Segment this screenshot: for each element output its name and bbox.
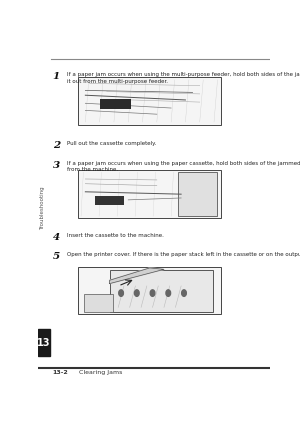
Text: If a paper jam occurs when using the multi-purpose feeder, hold both sides of th: If a paper jam occurs when using the mul… xyxy=(67,72,300,84)
Circle shape xyxy=(182,290,186,296)
Text: 13: 13 xyxy=(37,337,51,348)
Bar xyxy=(95,196,124,204)
Text: Pull out the cassette completely.: Pull out the cassette completely. xyxy=(67,141,157,146)
Text: If a paper jam occurs when using the paper cassette, hold both sides of the jamm: If a paper jam occurs when using the pap… xyxy=(67,161,300,172)
Bar xyxy=(100,99,131,110)
Text: 3: 3 xyxy=(52,161,60,170)
Circle shape xyxy=(134,290,139,296)
Circle shape xyxy=(150,290,155,296)
Bar xyxy=(178,172,217,216)
Text: Open the printer cover. If there is the paper stack left in the cassette or on t: Open the printer cover. If there is the … xyxy=(67,252,300,257)
Text: 1: 1 xyxy=(52,72,60,81)
Bar xyxy=(78,170,221,218)
Circle shape xyxy=(119,290,123,296)
Text: 4: 4 xyxy=(52,232,60,242)
Polygon shape xyxy=(110,268,164,283)
Bar xyxy=(78,77,221,125)
Text: Troubleshooting: Troubleshooting xyxy=(40,186,45,230)
Bar xyxy=(78,267,221,314)
Bar xyxy=(38,329,50,356)
Text: Clearing Jams: Clearing Jams xyxy=(79,370,123,375)
Text: 2: 2 xyxy=(52,141,60,150)
Bar xyxy=(84,294,112,312)
Text: Insert the cassette to the machine.: Insert the cassette to the machine. xyxy=(67,232,164,238)
Text: 13-2: 13-2 xyxy=(52,370,68,375)
Circle shape xyxy=(166,290,171,296)
Bar xyxy=(110,269,213,312)
Text: 5: 5 xyxy=(52,252,60,261)
